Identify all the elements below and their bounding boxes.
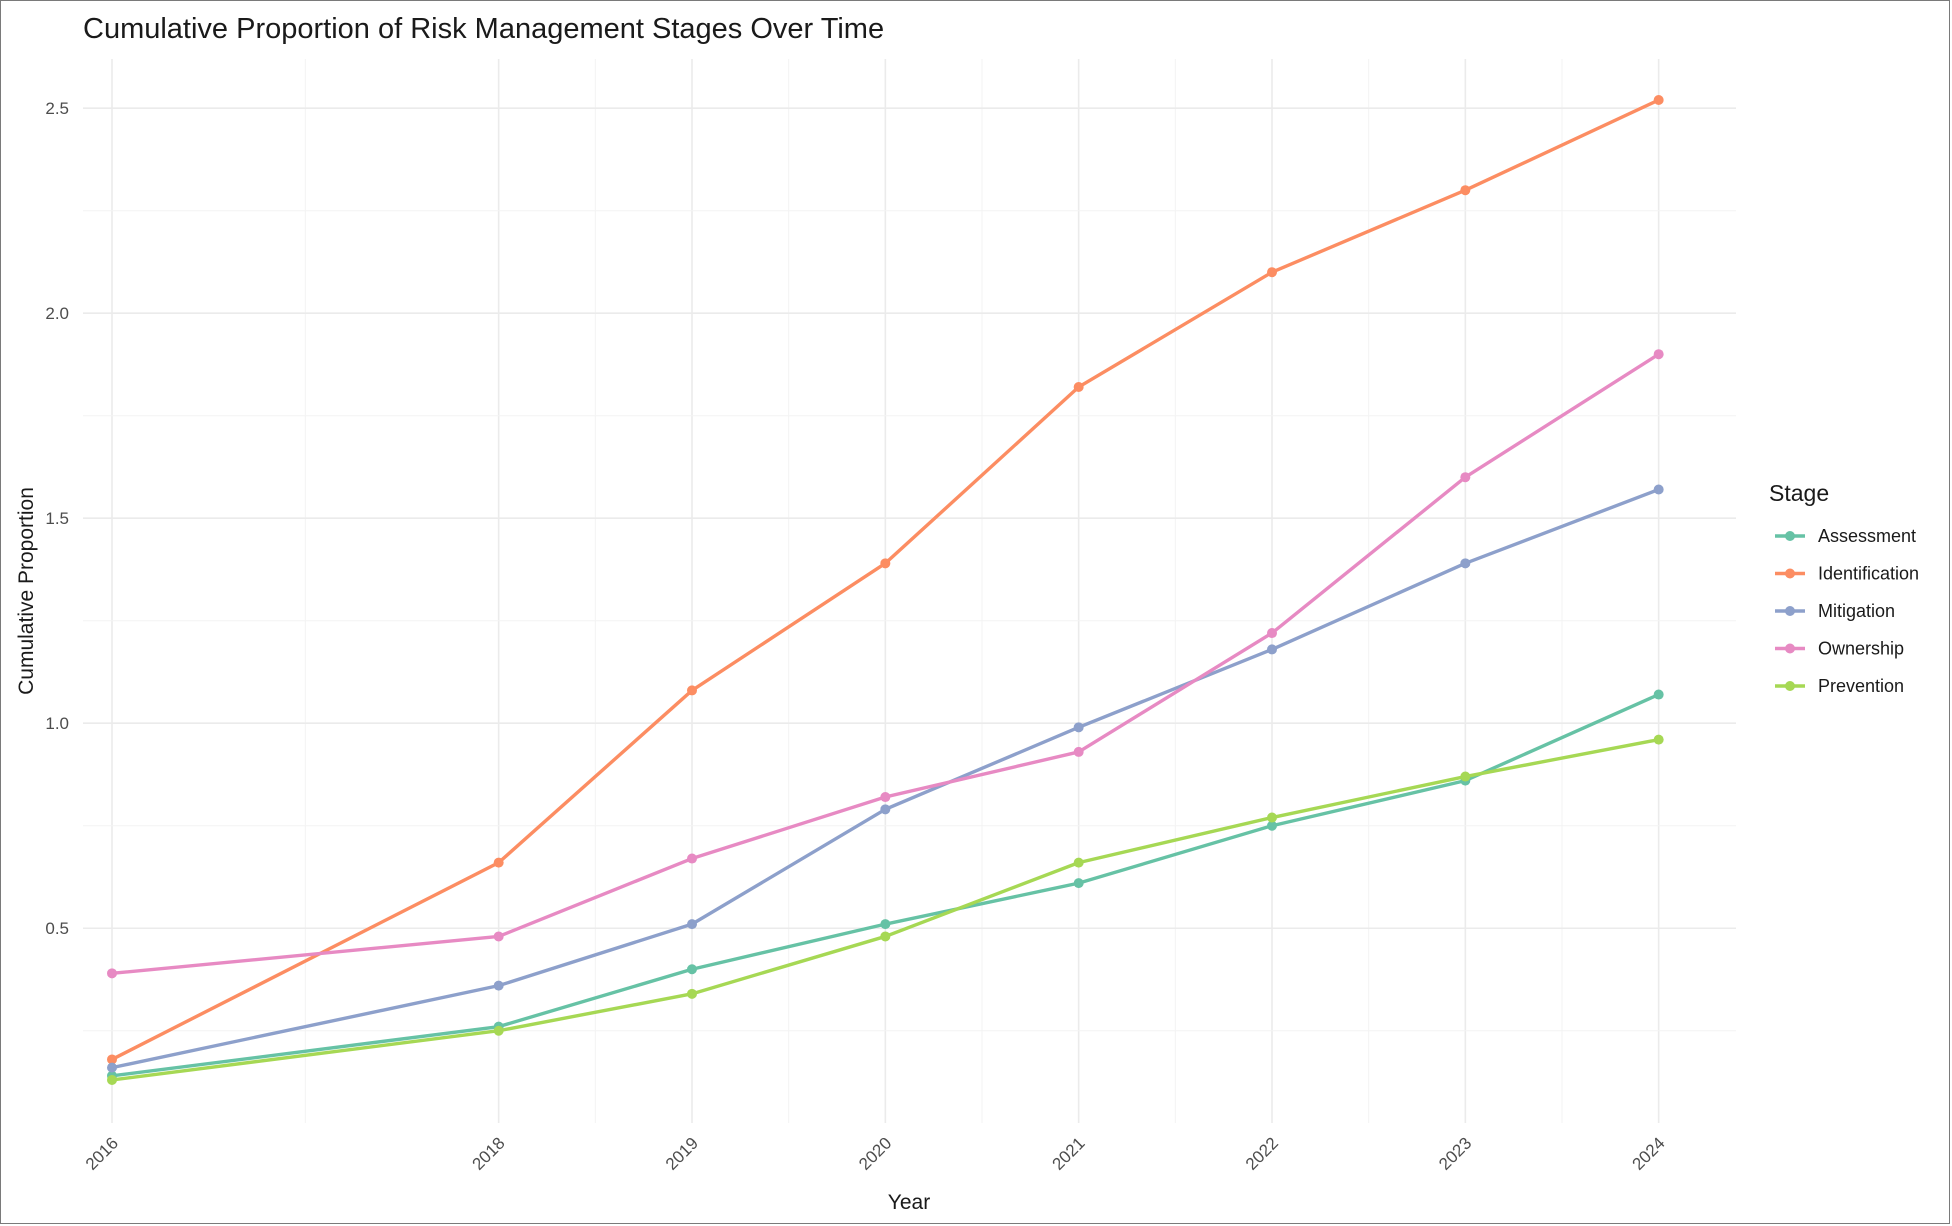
y-axis-title: Cumulative Proportion (15, 487, 38, 695)
axis-ticks: 0.5 1.0 1.5 2.0 2.5 2016 2018 2019 2020 2021 2022 2… (45, 99, 1668, 1174)
x-tick-label: 2023 (1435, 1134, 1475, 1174)
series-line (111, 98, 1660, 1061)
data-point (1267, 628, 1277, 639)
data-point (880, 558, 891, 569)
chart-title: Cumulative Proportion of Risk Management… (83, 13, 884, 45)
x-tick-label: 2021 (1049, 1134, 1089, 1174)
data-point (107, 1074, 117, 1085)
legend-label: Identification (1818, 564, 1919, 584)
series-mitigation (107, 484, 1664, 1073)
data-point (880, 804, 891, 815)
legend: Stage Assessment Identification Mitigation… (1769, 480, 1919, 696)
y-tick-label: 2.0 (45, 304, 69, 323)
data-point (1267, 812, 1277, 823)
series-line (111, 737, 1659, 1082)
data-point (1073, 382, 1084, 393)
data-point (1460, 472, 1471, 483)
series-ownership (107, 349, 1664, 979)
legend-item-identification: Identification (1775, 564, 1919, 584)
x-tick-label: 2022 (1242, 1134, 1282, 1174)
grid (83, 59, 1736, 1123)
data-point (1073, 722, 1084, 733)
data-point (1653, 734, 1664, 745)
y-tick-label: 1.5 (45, 509, 69, 528)
legend-label: Assessment (1818, 526, 1916, 546)
data-point (1267, 644, 1277, 655)
x-tick-label: 2016 (82, 1134, 122, 1174)
legend-item-mitigation: Mitigation (1775, 601, 1895, 621)
data-point (1073, 878, 1084, 889)
legend-item-prevention: Prevention (1775, 676, 1904, 696)
data-point (880, 931, 891, 942)
data-point (1460, 558, 1471, 569)
series-layer (107, 95, 1664, 1085)
series-identification (107, 95, 1664, 1065)
data-point (880, 919, 891, 930)
x-axis-title: Year (888, 1191, 930, 1214)
series-line (111, 692, 1660, 1078)
legend-label: Prevention (1818, 676, 1904, 696)
data-point (1653, 95, 1664, 106)
data-point (687, 685, 697, 696)
legend-key-point (1785, 643, 1795, 654)
data-point (493, 931, 504, 942)
data-point (107, 1062, 117, 1073)
legend-item-ownership: Ownership (1775, 639, 1904, 659)
legend-key-point (1785, 568, 1795, 579)
data-point (1073, 746, 1084, 757)
y-tick-label: 2.5 (45, 99, 69, 118)
x-tick-label: 2019 (662, 1134, 702, 1174)
data-point (687, 964, 697, 975)
data-point (1073, 857, 1084, 868)
legend-item-assessment: Assessment (1775, 526, 1916, 546)
data-point (1460, 771, 1471, 782)
y-tick-label: 1.0 (45, 714, 69, 733)
y-tick-label: 0.5 (45, 919, 69, 938)
legend-key-point (1785, 606, 1795, 616)
data-point (493, 980, 504, 991)
legend-title: Stage (1769, 480, 1829, 506)
data-point (1653, 689, 1664, 700)
data-point (1653, 484, 1664, 495)
data-point (1267, 267, 1277, 278)
legend-label: Ownership (1818, 639, 1904, 659)
data-point (880, 792, 891, 803)
data-point (687, 919, 697, 930)
data-point (493, 1025, 504, 1036)
series-line (111, 487, 1660, 1070)
data-point (493, 857, 504, 868)
data-point (107, 968, 117, 979)
legend-label: Mitigation (1818, 601, 1895, 621)
series-prevention (107, 734, 1664, 1085)
data-point (107, 1054, 117, 1065)
legend-key-point (1785, 681, 1795, 691)
series-line (111, 352, 1660, 976)
data-point (687, 988, 697, 999)
x-tick-label: 2018 (469, 1134, 509, 1174)
x-tick-label: 2024 (1629, 1134, 1669, 1174)
legend-key-point (1785, 531, 1795, 541)
data-point (1460, 185, 1471, 196)
data-point (687, 853, 697, 864)
data-point (1267, 820, 1277, 831)
data-point (1653, 349, 1664, 360)
x-tick-label: 2020 (855, 1134, 895, 1174)
